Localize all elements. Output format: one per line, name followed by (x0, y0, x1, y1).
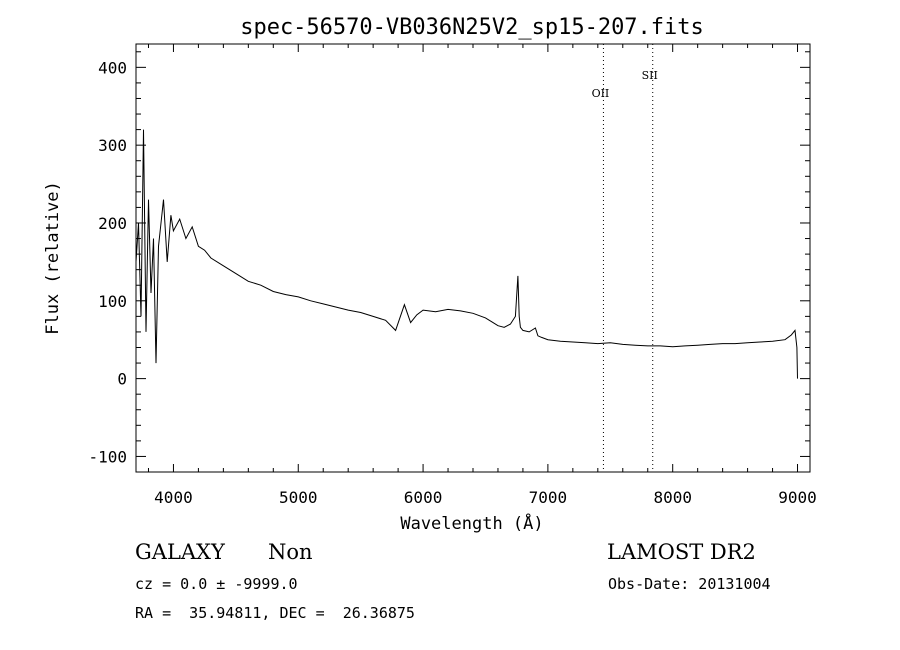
y-tick-label: -100 (88, 447, 127, 466)
chart-title: spec-56570-VB036N25V2_sp15-207.fits (240, 15, 704, 40)
x-tick-label: 7000 (529, 488, 568, 507)
y-tick-label: 100 (98, 292, 127, 311)
y-axis-label: Flux (relative) (43, 181, 63, 335)
x-tick-label: 9000 (778, 488, 817, 507)
plot-frame (135, 43, 811, 473)
object-type: GALAXY (135, 540, 225, 564)
y-tick-label: 300 (98, 136, 127, 155)
axis-ticks: 4000 5000 6000 7000 8000 9000 -100 0 100 200 300 40… (88, 44, 817, 507)
x-tick-label: 5000 (279, 488, 318, 507)
x-axis-label: Wavelength (Å) (400, 512, 543, 534)
survey-name: LAMOST DR2 (607, 540, 756, 564)
redshift-line: cz = 0.0 ± -9999.0 (135, 575, 298, 593)
line-annotations: OII SII (592, 44, 658, 472)
spectrum-series-line (135, 129, 798, 379)
annotation-label: SII (642, 69, 658, 82)
y-tick-label: 0 (117, 370, 127, 389)
coordinates-line: RA = 35.94811, DEC = 26.36875 (135, 604, 415, 622)
spectrum-chart: spec-56570-VB036N25V2_sp15-207.fits 4000… (43, 15, 817, 534)
x-tick-label: 6000 (404, 488, 443, 507)
x-tick-label: 4000 (154, 488, 193, 507)
y-tick-label: 200 (98, 214, 127, 233)
obs-date-line: Obs-Date: 20131004 (608, 575, 771, 593)
annotation-label: OII (592, 87, 610, 100)
y-tick-label: 400 (98, 58, 127, 77)
object-subclass: Non (268, 540, 313, 564)
x-tick-label: 8000 (653, 488, 692, 507)
